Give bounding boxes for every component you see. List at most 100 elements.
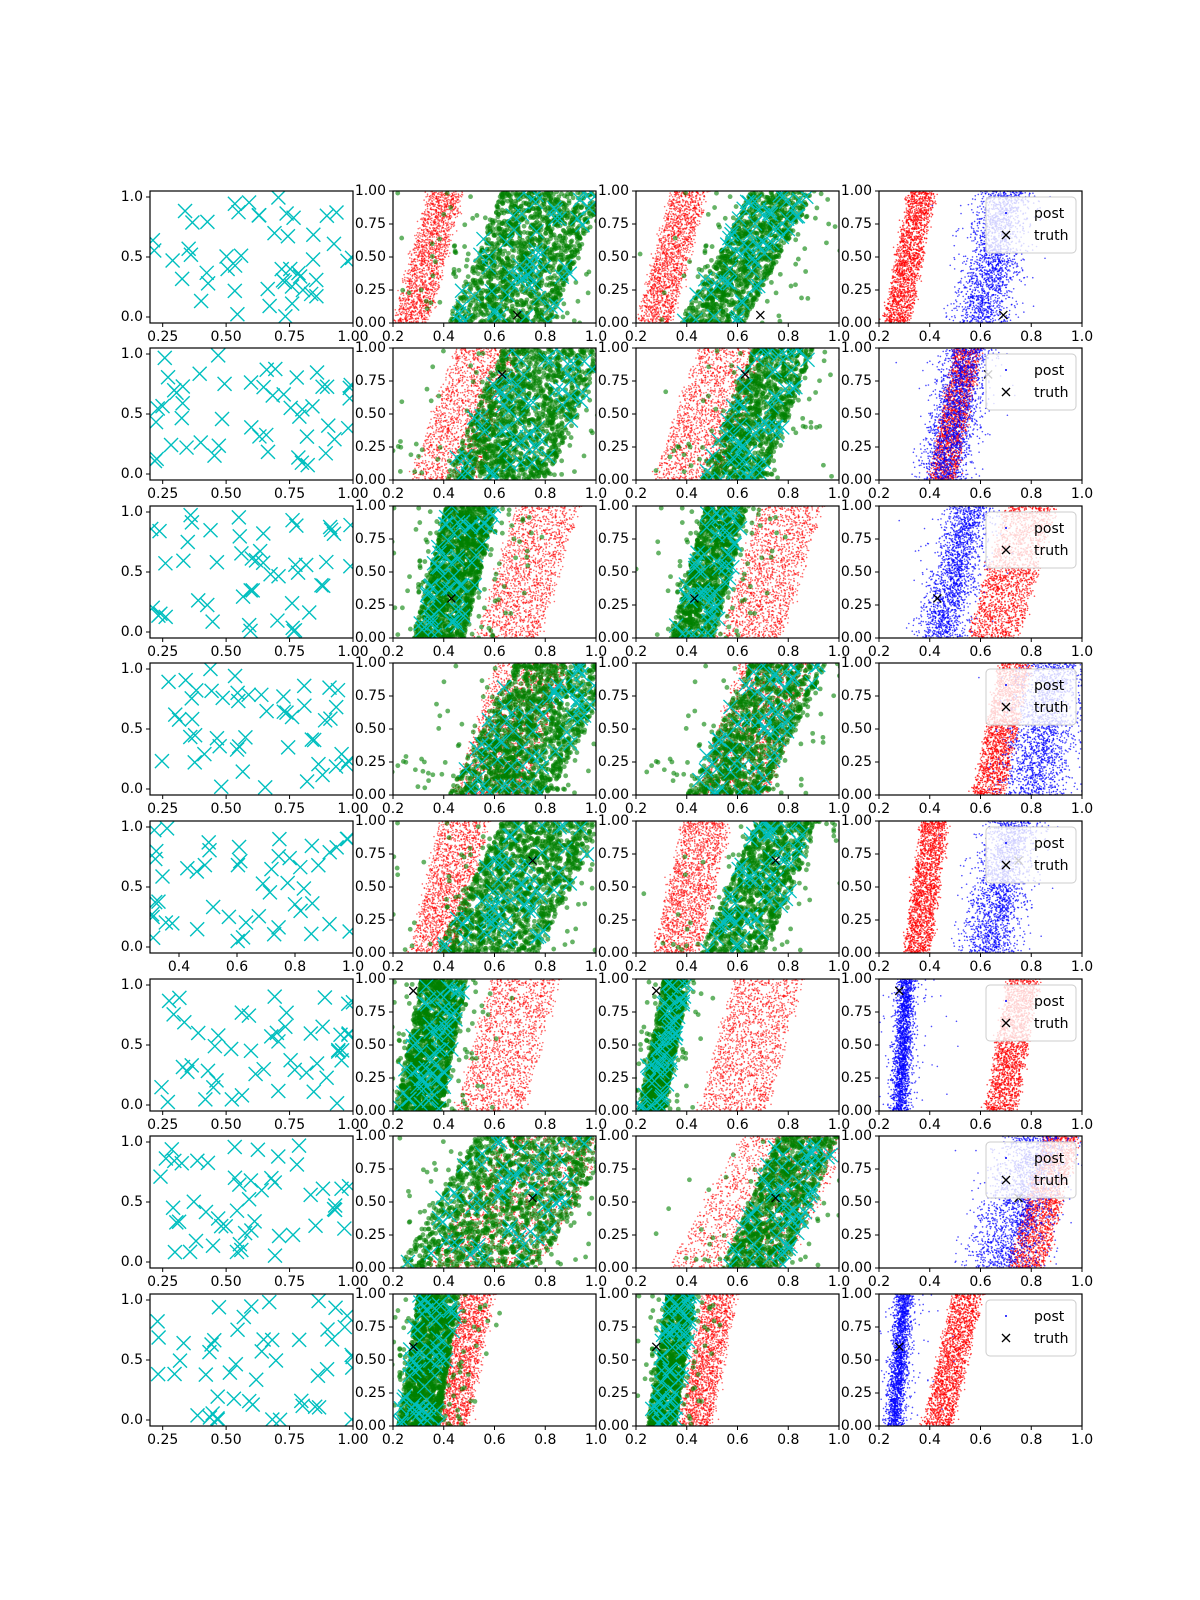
green-point — [560, 315, 565, 320]
red-point — [677, 207, 679, 209]
red-point — [428, 279, 430, 281]
red-point — [650, 286, 652, 288]
green-point — [557, 291, 562, 296]
red-point — [428, 254, 430, 256]
green-point — [496, 200, 501, 205]
red-point — [670, 213, 672, 215]
red-point — [400, 300, 402, 302]
red-point — [677, 263, 679, 265]
red-point — [431, 264, 433, 266]
red-point — [676, 209, 678, 211]
red-point — [671, 200, 673, 202]
red-point — [412, 261, 414, 263]
red-point — [451, 221, 453, 223]
red-point — [423, 267, 425, 269]
red-point — [649, 264, 651, 266]
red-point — [442, 246, 444, 248]
red-point — [675, 272, 677, 274]
red-point — [666, 210, 668, 212]
red-point — [682, 231, 684, 233]
red-point — [426, 269, 428, 271]
red-point — [416, 241, 418, 243]
red-point — [668, 229, 670, 231]
green-point — [536, 318, 541, 323]
red-point — [436, 217, 438, 219]
red-point — [701, 203, 703, 205]
red-point — [417, 320, 419, 322]
red-point — [454, 213, 456, 215]
red-point — [672, 301, 674, 303]
red-point — [639, 319, 641, 321]
green-point — [476, 313, 481, 318]
red-point — [671, 246, 673, 248]
red-point — [402, 300, 404, 302]
red-point — [429, 219, 431, 221]
red-point — [435, 306, 437, 308]
red-point — [427, 289, 429, 291]
red-point — [411, 258, 413, 260]
red-point — [435, 285, 437, 287]
green-point — [654, 203, 659, 208]
red-point — [413, 301, 415, 303]
red-point — [686, 222, 688, 224]
red-point — [666, 260, 668, 262]
green-point — [465, 257, 470, 262]
red-point — [410, 280, 412, 282]
red-point — [434, 221, 436, 223]
red-point — [697, 224, 699, 226]
red-point — [411, 270, 413, 272]
red-point — [445, 233, 447, 235]
red-point — [692, 251, 694, 253]
red-point — [691, 244, 693, 246]
red-point — [652, 306, 654, 308]
red-point — [404, 301, 406, 303]
red-point — [647, 318, 649, 320]
red-point — [438, 196, 440, 198]
red-point — [436, 290, 438, 292]
red-point — [672, 196, 674, 198]
red-point — [424, 214, 426, 216]
red-point — [402, 303, 404, 305]
ytick-label: 1.00 — [355, 183, 386, 199]
red-point — [675, 278, 677, 280]
red-point — [427, 311, 429, 313]
red-point — [696, 205, 698, 207]
red-point — [427, 237, 429, 239]
red-point — [432, 260, 434, 262]
red-point — [446, 227, 448, 229]
red-point — [410, 305, 412, 307]
red-point — [664, 316, 666, 318]
red-point — [684, 208, 686, 210]
red-point — [449, 252, 451, 254]
red-point — [659, 229, 661, 231]
red-point — [679, 198, 681, 200]
red-point — [672, 243, 674, 245]
red-point — [437, 220, 439, 222]
red-point — [679, 229, 681, 231]
red-point — [419, 253, 421, 255]
red-point — [434, 213, 436, 215]
red-point — [445, 210, 447, 212]
red-point — [408, 311, 410, 313]
red-point — [423, 315, 425, 317]
red-point — [424, 318, 426, 320]
red-point — [437, 200, 439, 202]
red-point — [687, 236, 689, 238]
red-point — [431, 220, 433, 222]
red-point — [416, 252, 418, 254]
red-point — [661, 247, 663, 249]
red-point — [684, 215, 686, 217]
red-point — [650, 319, 652, 321]
red-point — [427, 297, 429, 299]
red-point — [684, 224, 686, 226]
red-point — [690, 223, 692, 225]
red-point — [449, 215, 451, 217]
red-point — [670, 194, 672, 196]
red-point — [417, 248, 419, 250]
red-point — [422, 229, 424, 231]
sample-point — [234, 249, 248, 263]
red-point — [435, 240, 437, 242]
red-point — [419, 313, 421, 315]
red-point — [678, 194, 680, 196]
red-point — [428, 283, 430, 285]
